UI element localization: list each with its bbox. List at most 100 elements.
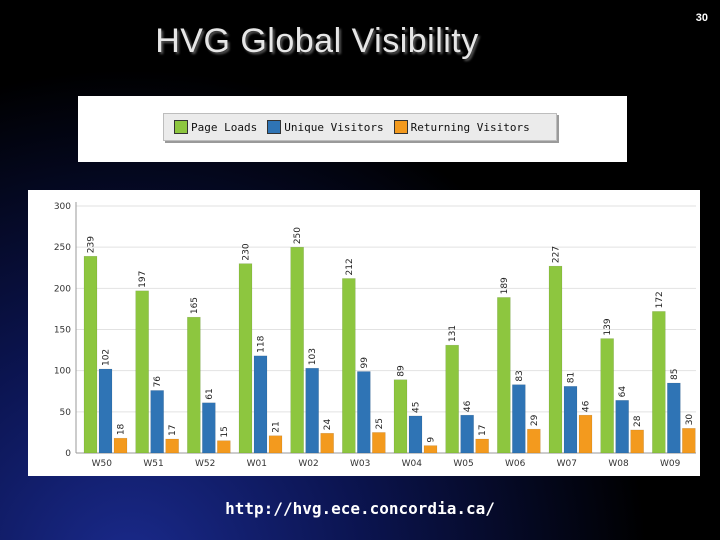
slide-number: 30 [695,12,708,24]
x-tick-label: W51 [143,459,163,469]
data-label-page-loads-w08: 139 [603,318,613,335]
bar-unique-visitors-w08 [615,400,629,454]
data-label-returning-visitors-w05: 17 [478,425,488,436]
bar-returning-visitors-w52 [217,440,231,454]
bar-page-loads-w05 [445,344,459,454]
bar-returning-visitors-w03 [372,432,386,454]
bar-returning-visitors-w04 [423,445,438,454]
bar-page-loads-w50 [83,255,98,454]
bar-unique-visitors-w05 [460,414,474,454]
y-tick-label: 100 [54,367,71,377]
data-label-returning-visitors-w03: 25 [375,418,385,429]
data-label-page-loads-w06: 189 [500,277,510,294]
bar-returning-visitors-w07 [578,414,593,454]
bar-page-loads-w09 [652,311,666,454]
y-tick-label: 150 [54,326,71,336]
x-tick-label: W01 [247,459,267,469]
bar-returning-visitors-w06 [527,428,541,454]
y-tick-label: 300 [54,202,71,212]
data-label-page-loads-w51: 197 [138,271,148,288]
bar-page-loads-w52 [187,316,201,454]
data-label-returning-visitors-w09: 30 [685,414,695,426]
x-tick-label: W05 [453,459,473,469]
legend-label-page-loads: Page Loads [191,120,258,134]
data-label-page-loads-w05: 131 [448,325,458,342]
x-tick-label: W52 [195,459,215,469]
bar-unique-visitors-w01 [253,355,268,454]
bar-unique-visitors-w04 [408,415,423,454]
bar-unique-visitors-w09 [667,382,681,454]
legend-swatch-unique-visitors [267,120,282,134]
data-label-page-loads-w50: 239 [87,236,97,253]
legend-item-page-loads: Page Loads [174,120,257,134]
chart-legend: Page Loads Unique Visitors Returning Vis… [163,113,557,141]
data-label-page-loads-w04: 89 [397,365,407,377]
bar-unique-visitors-w07 [563,386,578,454]
x-tick-label: W09 [660,459,681,469]
site-url[interactable]: http://hvg.ece.concordia.ca/ [225,499,495,518]
slide-title: HVG Global Visibility [155,22,479,60]
bar-page-loads-w08 [600,338,614,454]
data-label-unique-visitors-w06: 83 [515,370,525,381]
legend-panel: Page Loads Unique Visitors Returning Vis… [78,96,627,162]
data-label-unique-visitors-w02: 103 [308,348,318,365]
bar-page-loads-w01 [238,263,253,454]
bar-returning-visitors-w50 [113,437,128,454]
bar-returning-visitors-w05 [475,438,489,454]
bar-returning-visitors-w01 [268,435,283,454]
data-label-unique-visitors-w01: 118 [257,335,267,352]
bar-unique-visitors-w02 [305,367,319,454]
bar-returning-visitors-w02 [320,432,334,454]
bar-unique-visitors-w03 [357,371,371,454]
bar-page-loads-w51 [135,290,149,454]
data-label-returning-visitors-w50: 18 [117,423,127,435]
legend-label-returning-visitors: Returning Visitors [410,120,530,134]
bar-chart: 0 50 100 150 200 250 300 239 102 18 W50 197 76 17 W51 1… [54,202,696,469]
x-tick-label: W07 [557,459,577,469]
data-label-page-loads-w52: 165 [190,297,200,314]
data-label-returning-visitors-w51: 17 [168,425,178,436]
data-label-page-loads-w01: 230 [242,243,252,260]
data-label-returning-visitors-w01: 21 [272,421,282,432]
bar-page-loads-w06 [497,297,511,454]
y-tick-label: 250 [54,243,71,253]
x-tick-label: W08 [608,459,629,469]
x-tick-label: W06 [505,459,526,469]
data-label-page-loads-w03: 212 [345,258,355,275]
data-label-returning-visitors-w08: 28 [633,415,643,427]
data-label-page-loads-w07: 227 [552,246,562,263]
data-label-unique-visitors-w51: 76 [153,376,163,388]
data-label-returning-visitors-w52: 15 [220,426,230,437]
legend-item-returning-visitors: Returning Visitors [393,120,530,134]
data-label-unique-visitors-w04: 45 [412,401,422,412]
y-tick-label: 200 [54,284,71,294]
data-label-unique-visitors-w52: 61 [205,388,215,399]
bar-returning-visitors-w51 [165,438,179,454]
data-label-returning-visitors-w02: 24 [323,419,333,431]
legend-label-unique-visitors: Unique Visitors [284,120,384,134]
data-label-unique-visitors-w09: 85 [670,369,680,380]
y-tick-label: 50 [60,408,72,418]
x-tick-label: W02 [298,459,318,469]
legend-item-unique-visitors: Unique Visitors [267,120,384,134]
chart-panel: 0 50 100 150 200 250 300 239 102 18 W50 197 76 17 W51 1… [28,190,700,476]
bar-returning-visitors-w09 [682,428,696,454]
y-tick-label: 0 [65,449,71,459]
data-label-unique-visitors-w05: 46 [463,400,473,412]
x-tick-label: W50 [92,459,113,469]
data-label-returning-visitors-w07: 46 [582,400,592,412]
data-label-returning-visitors-w04: 9 [427,437,437,443]
bar-unique-visitors-w06 [512,384,526,454]
data-label-unique-visitors-w03: 99 [360,357,370,369]
bar-page-loads-w02 [290,246,304,454]
bar-page-loads-w04 [393,379,408,454]
data-label-unique-visitors-w08: 64 [618,386,628,398]
bar-page-loads-w03 [342,278,356,454]
data-label-unique-visitors-w50: 102 [102,349,112,366]
data-label-returning-visitors-w06: 29 [530,414,540,426]
bar-page-loads-w07 [548,265,563,454]
x-tick-label: W03 [350,459,370,469]
legend-swatch-page-loads [174,120,188,134]
legend-swatch-returning-visitors [393,120,408,134]
data-label-unique-visitors-w07: 81 [567,372,577,383]
